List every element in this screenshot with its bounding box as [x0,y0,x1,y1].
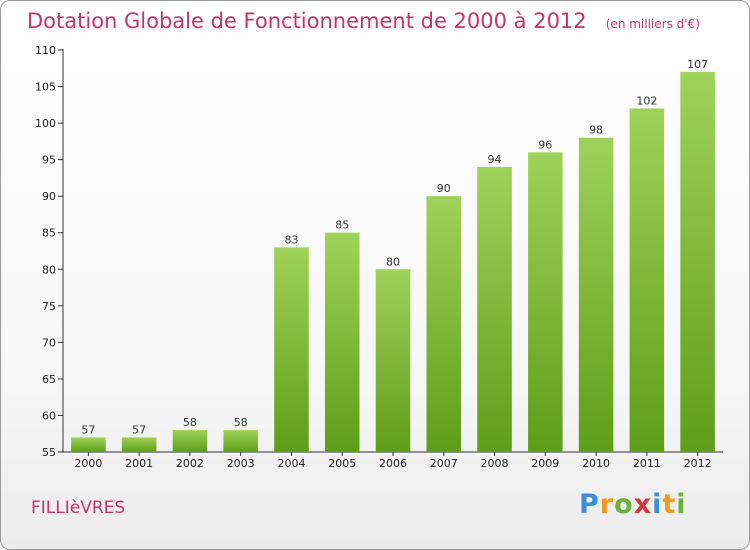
x-tick-label: 2004 [277,457,305,470]
x-tick-label: 2011 [633,457,661,470]
bar-2001 [121,437,157,452]
logo-letter: t [662,489,677,520]
bar-2002 [172,430,208,452]
bar-value-label: 80 [386,255,400,268]
y-tick-label: 70 [42,336,56,349]
bar-2006 [375,269,411,452]
proxiti-logo: Proxiti [579,489,687,520]
logo-letter: i [652,489,663,520]
bar-value-label: 107 [687,58,708,71]
bar-2010 [578,137,614,452]
bars [71,71,715,453]
y-tick-label: 90 [42,190,56,203]
bar-value-label: 58 [234,416,248,429]
bar-2012 [680,71,715,452]
y-tick-label: 60 [42,409,56,422]
y-tick-label: 75 [42,300,56,313]
x-tick-label: 2006 [379,457,407,470]
logo-letter: r [599,489,615,520]
x-tick-label: 2008 [481,457,509,470]
y-tick-label: 105 [35,81,56,94]
x-axis-ticks: 2000 2001 2002 2003 2004 2005 2006 2007 2008 2009… [74,452,712,470]
logo-letter: P [579,489,600,520]
x-tick-label: 2001 [125,457,153,470]
x-tick-label: 2000 [74,457,102,470]
y-tick-label: 95 [42,154,56,167]
value-labels: 57 57 58 58 83 85 80 90 94 96 98 102 107 [81,58,708,436]
x-tick-label: 2012 [684,457,712,470]
bar-value-label: 96 [538,138,552,151]
bar-value-label: 102 [636,94,657,107]
bar-value-label: 90 [437,182,451,195]
bar-2003 [223,430,258,452]
bar-2011 [629,108,665,453]
bar-value-label: 83 [284,233,298,246]
y-tick-label: 65 [42,373,56,386]
commune-name: FILLIèVRES [31,498,126,518]
title-row: Dotation Globale de Fonctionnement de 20… [27,9,700,33]
chart-subtitle: (en milliers d'€) [605,17,700,31]
chart-title: Dotation Globale de Fonctionnement de 20… [27,9,587,33]
x-tick-label: 2009 [531,457,559,470]
y-tick-label: 80 [42,263,56,276]
logo-letter: x [633,489,653,520]
bar-value-label: 85 [335,219,349,232]
bar-2004 [274,247,309,452]
bar-2009 [528,152,563,452]
bar-2005 [324,232,360,452]
x-tick-label: 2003 [227,457,255,470]
y-tick-label: 55 [42,446,56,459]
x-tick-label: 2007 [430,457,458,470]
bar-2000 [71,437,106,452]
logo-letter: o [614,489,634,520]
bar-value-label: 94 [488,153,502,166]
bar-value-label: 57 [81,423,95,436]
bar-value-label: 57 [132,423,146,436]
y-axis-ticks: 55 60 65 70 75 80 85 90 95 100 105 110 [35,44,63,459]
y-tick-label: 85 [42,227,56,240]
bar-2007 [426,196,462,452]
bar-value-label: 98 [589,124,603,137]
bar-value-label: 58 [183,416,197,429]
logo-letter: i [676,489,687,520]
bar-2008 [477,166,512,453]
x-tick-label: 2005 [328,457,356,470]
y-tick-label: 110 [35,44,56,57]
y-tick-label: 100 [35,117,56,130]
x-tick-label: 2010 [582,457,610,470]
x-tick-label: 2002 [176,457,204,470]
